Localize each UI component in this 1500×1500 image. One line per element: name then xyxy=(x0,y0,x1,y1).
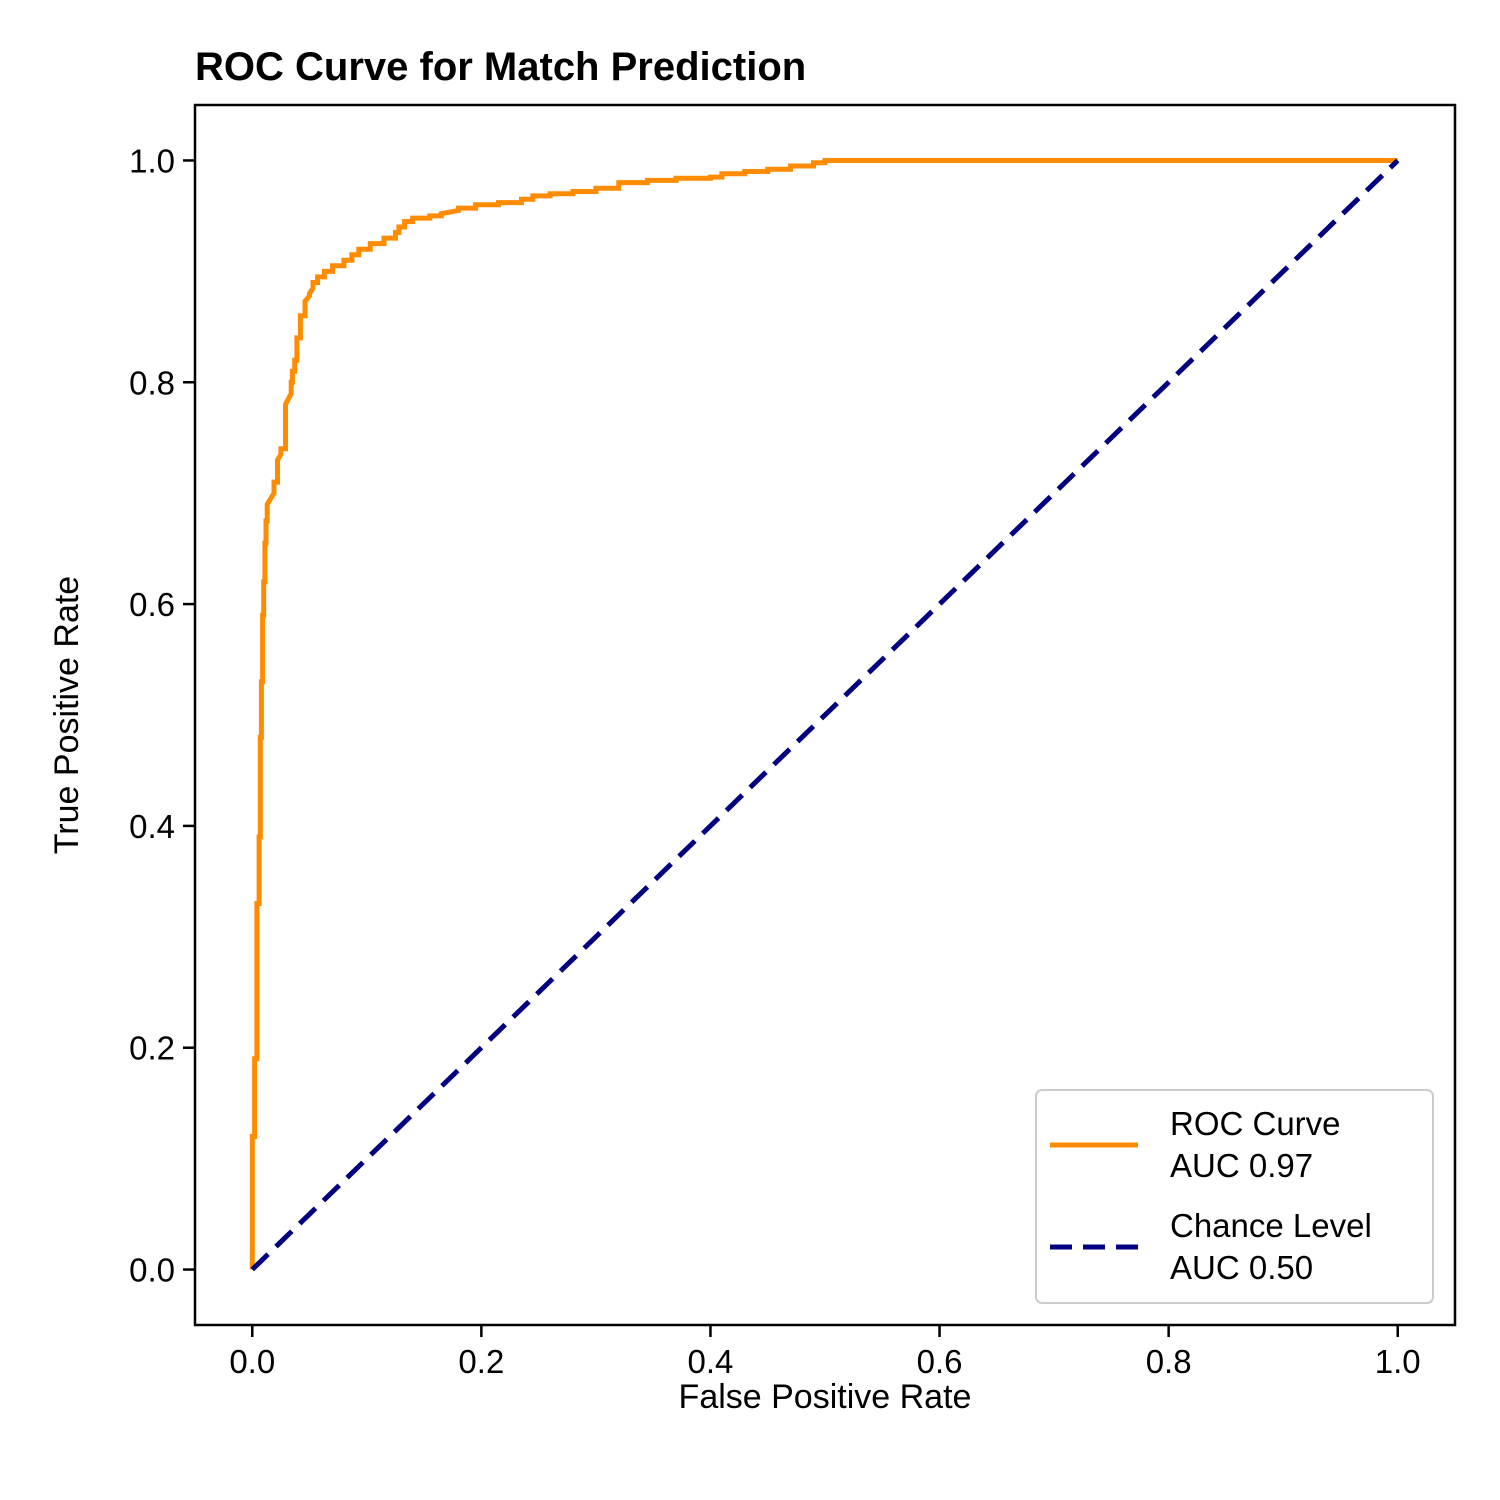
plot-area-frame xyxy=(193,103,1457,1327)
chart-title: ROC Curve for Match Prediction xyxy=(195,45,806,89)
x-tick-label: 1.0 xyxy=(1375,1343,1421,1380)
chance-level-line xyxy=(250,158,1400,1272)
series-layer xyxy=(249,158,1400,1272)
y-tick-label: 0.6 xyxy=(129,586,175,623)
y-tick-label: 0.8 xyxy=(129,364,175,401)
legend-label: AUC 0.97 xyxy=(1170,1147,1313,1184)
legend-label: Chance Level xyxy=(1170,1207,1372,1244)
y-tick-label: 0.4 xyxy=(129,808,175,845)
x-tick-label: 0.2 xyxy=(458,1343,504,1380)
x-axis-label: False Positive Rate xyxy=(679,1378,972,1416)
legend-label: ROC Curve xyxy=(1170,1105,1341,1142)
tick-layer: 0.0 0.2 0.4 0.6 0.8 1.0 0.0 0.2 0.4 0.6 0.8 1.0 xyxy=(129,142,1421,1380)
x-tick-label: 0.6 xyxy=(917,1343,963,1380)
y-axis-label: True Positive Rate xyxy=(48,576,86,854)
y-tick-label: 0.0 xyxy=(129,1252,175,1289)
y-tick-label: 1.0 xyxy=(129,142,175,179)
legend: ROC Curve AUC 0.97 Chance Level AUC 0.50 xyxy=(1035,1089,1434,1304)
y-tick-label: 0.2 xyxy=(129,1030,175,1067)
x-tick-label: 0.4 xyxy=(688,1343,734,1380)
roc-curve-line xyxy=(249,158,1398,1270)
x-tick-label: 0.0 xyxy=(229,1343,275,1380)
x-tick-label: 0.8 xyxy=(1146,1343,1192,1380)
legend-label: AUC 0.50 xyxy=(1170,1249,1313,1286)
